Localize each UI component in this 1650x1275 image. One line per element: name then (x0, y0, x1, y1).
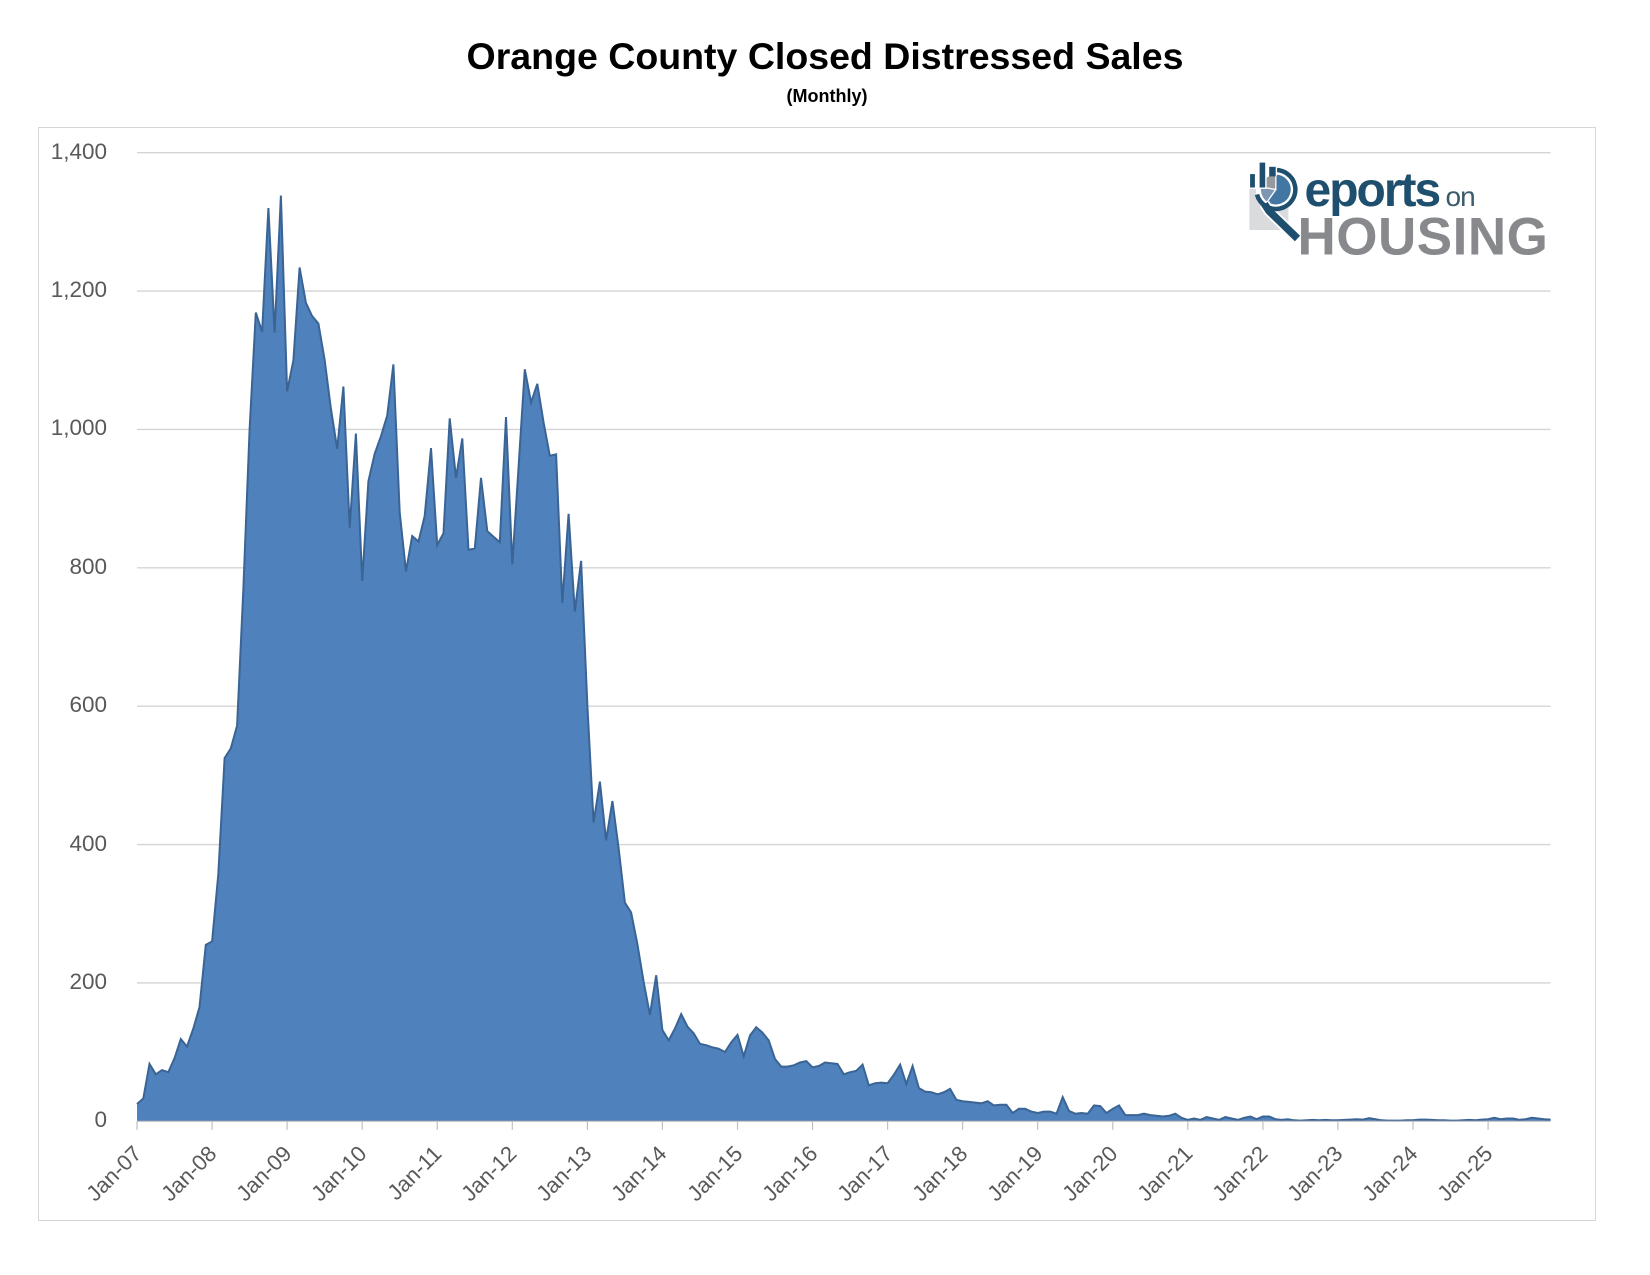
svg-text:eports: eports (1305, 164, 1440, 217)
svg-text:HOUSING: HOUSING (1298, 208, 1549, 267)
svg-text:on: on (1446, 181, 1475, 212)
